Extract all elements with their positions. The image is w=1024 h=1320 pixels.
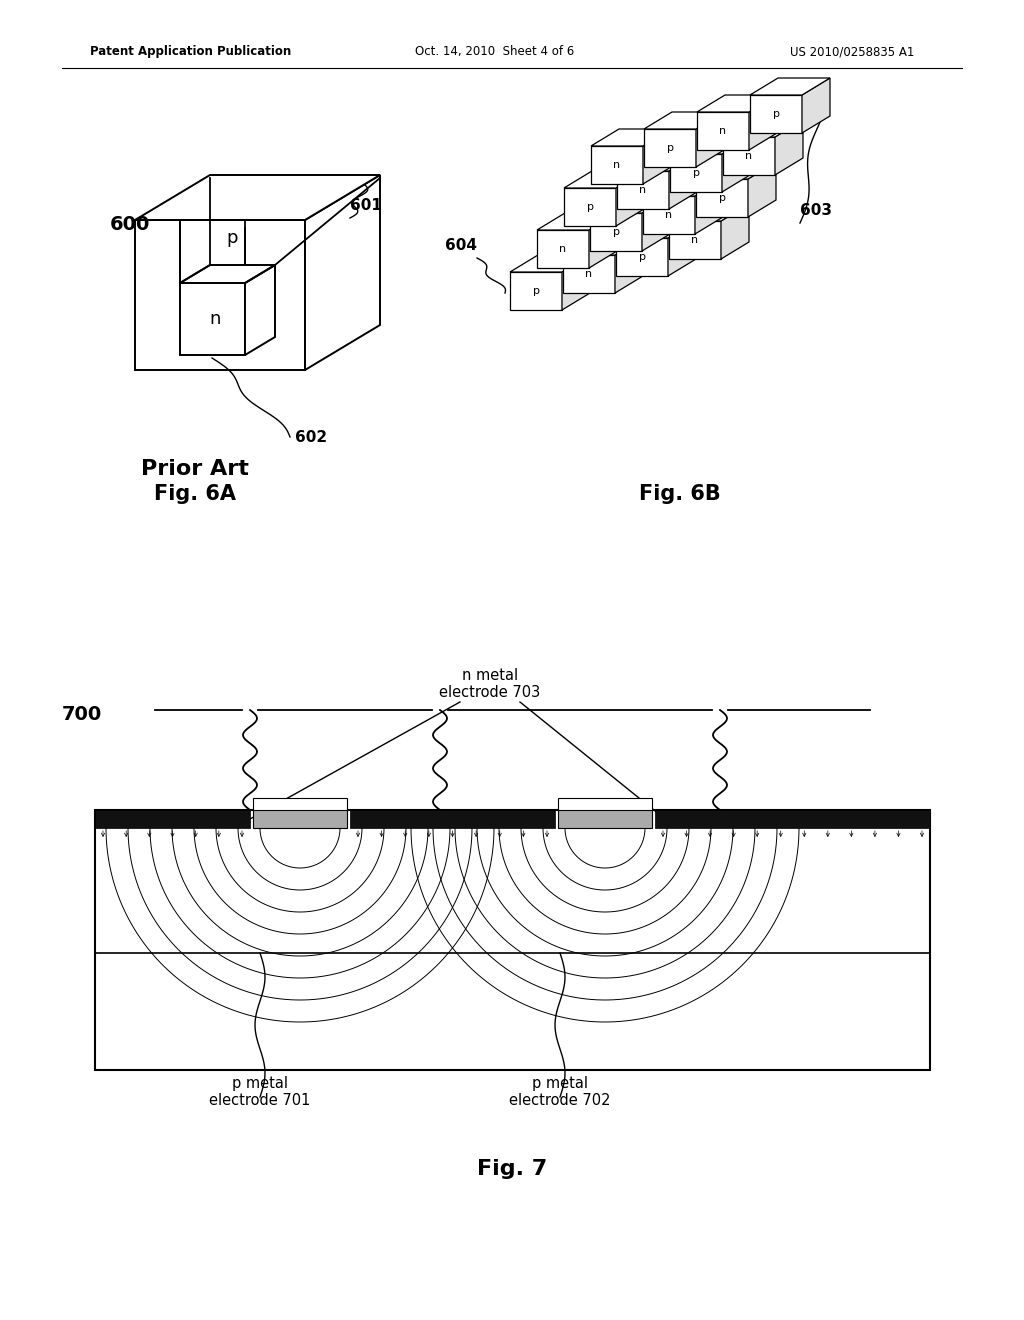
Text: p: p: [719, 193, 725, 203]
Polygon shape: [775, 120, 803, 176]
Text: 603: 603: [800, 203, 831, 218]
Polygon shape: [749, 95, 777, 150]
Polygon shape: [590, 195, 670, 213]
Polygon shape: [617, 172, 669, 209]
Polygon shape: [669, 220, 721, 259]
Text: p metal
electrode 702: p metal electrode 702: [509, 1076, 610, 1107]
Polygon shape: [563, 238, 643, 255]
Polygon shape: [558, 808, 652, 828]
Text: p: p: [612, 227, 620, 238]
Polygon shape: [697, 112, 749, 150]
Polygon shape: [643, 195, 695, 234]
Polygon shape: [590, 213, 642, 251]
Text: p: p: [667, 143, 674, 153]
Text: n: n: [691, 235, 698, 246]
Polygon shape: [563, 255, 615, 293]
Polygon shape: [180, 282, 245, 355]
Polygon shape: [135, 220, 305, 370]
Text: p: p: [692, 168, 699, 178]
Polygon shape: [644, 129, 696, 168]
Polygon shape: [643, 180, 723, 195]
Polygon shape: [655, 810, 930, 828]
Text: n: n: [209, 310, 221, 327]
Text: n: n: [745, 150, 753, 161]
Polygon shape: [670, 137, 750, 154]
Polygon shape: [180, 265, 275, 282]
Polygon shape: [564, 172, 644, 187]
Polygon shape: [350, 810, 555, 828]
Polygon shape: [723, 137, 775, 176]
Polygon shape: [510, 272, 562, 310]
Text: p metal
electrode 701: p metal electrode 701: [209, 1076, 310, 1107]
Polygon shape: [95, 810, 250, 828]
Text: n: n: [720, 125, 727, 136]
Text: n: n: [613, 160, 621, 170]
Text: p: p: [587, 202, 594, 213]
Polygon shape: [245, 265, 275, 355]
Polygon shape: [723, 120, 803, 137]
Polygon shape: [617, 154, 697, 172]
Polygon shape: [253, 808, 347, 828]
Polygon shape: [802, 78, 830, 133]
Polygon shape: [615, 238, 643, 293]
Polygon shape: [670, 154, 722, 191]
Polygon shape: [643, 129, 671, 183]
Text: 604: 604: [445, 238, 477, 253]
Polygon shape: [253, 799, 347, 810]
Text: n metal
electrode 703: n metal electrode 703: [439, 668, 541, 700]
Polygon shape: [305, 176, 380, 370]
Polygon shape: [669, 205, 749, 220]
Text: Patent Application Publication: Patent Application Publication: [90, 45, 291, 58]
Text: 601: 601: [350, 198, 382, 213]
Text: Fig. 7: Fig. 7: [477, 1159, 547, 1179]
Text: n: n: [639, 185, 646, 195]
Polygon shape: [696, 162, 776, 180]
Text: p: p: [532, 286, 540, 296]
Polygon shape: [562, 255, 590, 310]
Polygon shape: [750, 95, 802, 133]
Polygon shape: [668, 220, 696, 276]
Polygon shape: [616, 220, 696, 238]
Text: n: n: [666, 210, 673, 220]
Polygon shape: [616, 172, 644, 226]
Text: p: p: [639, 252, 645, 261]
Polygon shape: [748, 162, 776, 216]
Text: Prior Art: Prior Art: [141, 459, 249, 479]
Text: p: p: [226, 228, 238, 247]
Polygon shape: [616, 238, 668, 276]
Polygon shape: [537, 213, 617, 230]
Text: n: n: [586, 269, 593, 279]
Polygon shape: [697, 95, 777, 112]
Text: 602: 602: [295, 430, 327, 445]
Polygon shape: [591, 147, 643, 183]
Text: n: n: [559, 244, 566, 253]
Text: p: p: [772, 110, 779, 119]
Polygon shape: [589, 213, 617, 268]
Polygon shape: [591, 129, 671, 147]
Text: Oct. 14, 2010  Sheet 4 of 6: Oct. 14, 2010 Sheet 4 of 6: [415, 45, 574, 58]
Text: US 2010/0258835 A1: US 2010/0258835 A1: [790, 45, 914, 58]
Polygon shape: [695, 180, 723, 234]
Polygon shape: [564, 187, 616, 226]
Polygon shape: [644, 112, 724, 129]
Text: Fig. 6B: Fig. 6B: [639, 484, 721, 504]
Text: 700: 700: [62, 705, 102, 723]
Polygon shape: [642, 195, 670, 251]
Polygon shape: [95, 810, 930, 1071]
Text: 600: 600: [110, 215, 151, 234]
Polygon shape: [558, 799, 652, 810]
Polygon shape: [669, 154, 697, 209]
Polygon shape: [722, 137, 750, 191]
Polygon shape: [721, 205, 749, 259]
Text: 610: 610: [590, 150, 631, 169]
Polygon shape: [510, 255, 590, 272]
Polygon shape: [135, 176, 380, 220]
Polygon shape: [696, 180, 748, 216]
Text: Fig. 6A: Fig. 6A: [154, 484, 236, 504]
Polygon shape: [537, 230, 589, 268]
Polygon shape: [750, 78, 830, 95]
Polygon shape: [696, 112, 724, 168]
